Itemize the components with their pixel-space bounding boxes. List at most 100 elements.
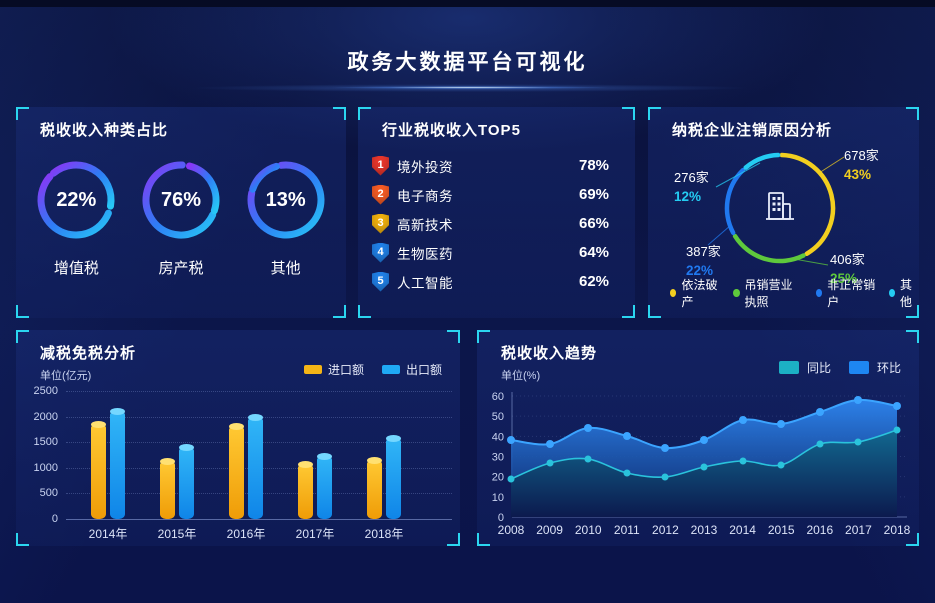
corner-bracket-icon <box>906 305 919 318</box>
industry-percentage: 64% <box>579 244 610 261</box>
svg-text:40: 40 <box>492 431 504 443</box>
svg-text:2008: 2008 <box>498 523 525 537</box>
corner-bracket-icon <box>622 107 635 120</box>
legend-dot-icon <box>733 289 740 297</box>
x-axis-label: 2018年 <box>364 527 404 541</box>
corner-bracket-icon <box>477 330 490 343</box>
unit-label: 单位(亿元) <box>40 370 92 382</box>
legend-item-export[interactable]: 出口额 <box>381 361 442 378</box>
corner-bracket-icon <box>447 533 460 546</box>
legend-item-yoy[interactable]: 同比 <box>778 359 831 376</box>
svg-text:60: 60 <box>492 391 504 403</box>
callout-count: 276家 <box>674 170 709 185</box>
unit-label: 单位(%) <box>501 370 541 382</box>
rank-badge-icon: 1 <box>372 155 389 176</box>
svg-text:10: 10 <box>492 492 504 504</box>
industry-bar-track <box>463 162 567 170</box>
rank-badge-icon: 5 <box>372 271 389 292</box>
svg-text:2017: 2017 <box>845 523 872 537</box>
corner-bracket-icon <box>477 533 490 546</box>
corner-bracket-icon <box>622 305 635 318</box>
panel-title: 减税免税分析 <box>40 345 137 362</box>
x-axis-label: 2017年 <box>295 527 335 541</box>
donut-percentage: 76% <box>160 188 201 211</box>
panel-title: 税收收入趋势 <box>501 345 598 362</box>
top5-row: 3 高新技术 66% <box>372 209 621 238</box>
callout-count: 387家 <box>686 244 721 259</box>
callout-percentage: 43% <box>844 167 872 182</box>
industry-percentage: 69% <box>579 186 610 203</box>
legend-item[interactable]: 依法破产 <box>670 276 720 310</box>
donut-percentage: 13% <box>265 188 306 211</box>
svg-text:2018: 2018 <box>884 523 911 537</box>
legend-label: 其他 <box>899 278 912 309</box>
callout-percentage: 12% <box>674 189 702 204</box>
x-axis-label: 2014年 <box>88 527 128 541</box>
donut-row: 22% 增值税 76% 房产税 13% 其他 <box>24 157 338 278</box>
industry-label: 生物医药 <box>397 246 453 262</box>
y-axis-label: 2500 <box>33 385 58 397</box>
industry-bar-track <box>463 278 567 286</box>
y-axis-label: 1000 <box>33 461 58 474</box>
panel-title: 税收收入种类占比 <box>40 122 169 139</box>
corner-bracket-icon <box>447 330 460 343</box>
legend-dot-icon <box>815 289 823 297</box>
callout-count: 406家 <box>830 252 865 267</box>
legend-dot-icon <box>670 289 677 297</box>
corner-bracket-icon <box>358 305 371 318</box>
top5-row: 2 电子商务 69% <box>372 180 621 209</box>
donut-ring <box>247 161 325 239</box>
legend-item[interactable]: 其他 <box>888 276 919 310</box>
svg-text:2011: 2011 <box>614 523 640 537</box>
industry-label: 境外投资 <box>397 159 453 175</box>
svg-text:2009: 2009 <box>536 523 563 537</box>
cancel-legend: 依法破产 吊销营业执照 非正常销户 其他 <box>670 276 919 310</box>
donut-percentage: 22% <box>56 188 97 211</box>
corner-bracket-icon <box>648 107 661 120</box>
gridline <box>66 391 452 392</box>
export-bar <box>110 408 125 519</box>
corner-bracket-icon <box>16 533 29 546</box>
panel-tax-trend: 税收收入趋势 单位(%) 同比 环比 0 10 20 30 40 50 60 2008 2009… <box>477 330 919 546</box>
corner-bracket-icon <box>333 305 346 318</box>
corner-bracket-icon <box>16 305 29 318</box>
legend-item[interactable]: 吊销营业执照 <box>733 276 803 310</box>
corner-bracket-icon <box>358 107 371 120</box>
donut-label: 其他 <box>270 260 301 277</box>
panel-tax-type-share: 税收收入种类占比 22% 增值税 76% 房产税 13% 其他 <box>16 107 346 318</box>
callout-abnormal: 387家 22% <box>686 245 721 278</box>
corner-bracket-icon <box>906 330 919 343</box>
import-bar <box>367 457 382 519</box>
legend-label: 环比 <box>876 361 901 375</box>
donut-other: 13% 其他 <box>238 157 334 278</box>
legend-label: 进口额 <box>327 363 364 377</box>
rank-badge-icon: 2 <box>372 184 389 205</box>
import-bar <box>229 422 244 519</box>
industry-label: 电子商务 <box>397 188 453 204</box>
callout-other: 276家 12% <box>674 171 709 204</box>
callout-count: 678家 <box>844 148 879 163</box>
svg-text:20: 20 <box>492 472 504 484</box>
top5-list: 1 境外投资 78% 2 电子商务 69% 3 高新技术 66% 4 生物医药 <box>372 151 621 296</box>
top5-row: 4 生物医药 64% <box>372 238 621 267</box>
industry-percentage: 62% <box>579 273 610 290</box>
industry-bar-track <box>463 220 567 228</box>
svg-text:50: 50 <box>492 411 504 423</box>
corner-bracket-icon <box>906 533 919 546</box>
rank-badge-icon: 4 <box>372 242 389 263</box>
export-swatch-icon <box>381 365 400 374</box>
legend-item-import[interactable]: 进口额 <box>303 361 364 378</box>
svg-text:2016: 2016 <box>806 523 833 537</box>
industry-label: 人工智能 <box>397 275 453 291</box>
legend-item-mom[interactable]: 环比 <box>848 359 901 376</box>
rank-badge-icon: 3 <box>372 213 389 234</box>
corner-bracket-icon <box>16 330 29 343</box>
x-axis-label: 2016年 <box>226 527 266 541</box>
y-axis-label: 1500 <box>33 436 58 449</box>
corner-bracket-icon <box>333 107 346 120</box>
export-bar <box>317 453 332 519</box>
page-title: 政务大数据平台可视化 <box>347 51 588 74</box>
industry-percentage: 66% <box>579 215 610 232</box>
legend-item[interactable]: 非正常销户 <box>815 276 876 310</box>
y-axis-label: 500 <box>39 487 58 500</box>
